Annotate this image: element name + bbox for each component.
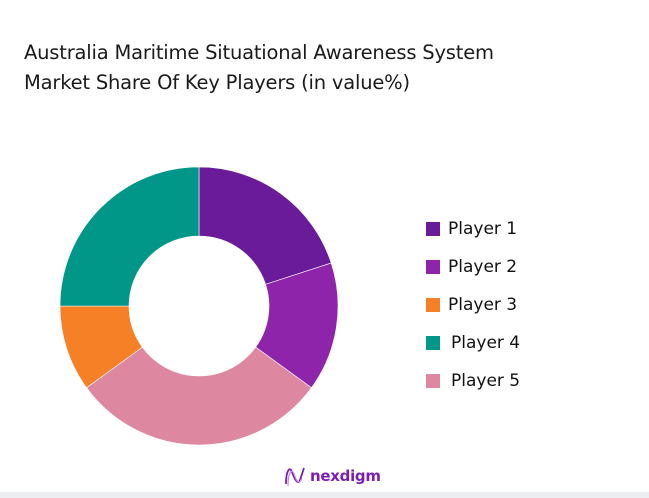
legend-item-player-3[interactable]: Player 3: [426, 294, 517, 316]
legend-label: Player 1: [448, 219, 518, 239]
legend-label: Player 3: [448, 295, 518, 315]
legend-item-player-5[interactable]: Player 5: [426, 370, 520, 392]
logo-text: nexdigm: [310, 467, 381, 485]
legend-swatch-icon: [426, 298, 440, 312]
donut-slice-player-5[interactable]: [86, 346, 312, 446]
nexdigm-wave-icon: [285, 467, 305, 487]
nexdigm-logo: nexdigm: [284, 464, 381, 488]
legend-label: Player 2: [448, 257, 518, 277]
legend-item-player-1[interactable]: Player 1: [426, 218, 517, 240]
legend-item-player-4[interactable]: Player 4: [426, 332, 520, 354]
legend-swatch-icon: [426, 222, 440, 236]
donut-slice-player-4[interactable]: [59, 166, 200, 307]
chart-title: Australia Maritime Situational Awareness…: [24, 38, 494, 98]
legend-item-player-2[interactable]: Player 2: [426, 256, 517, 278]
bottom-strip: [0, 492, 649, 498]
legend-swatch-icon: [426, 336, 440, 350]
legend-label: Player 5: [451, 371, 521, 391]
legend-label: Player 4: [451, 333, 521, 353]
donut-slice-player-1[interactable]: [198, 166, 332, 285]
legend-swatch-icon: [426, 260, 440, 274]
chart-title-line-1: Australia Maritime Situational Awareness…: [24, 41, 494, 64]
chart-title-line-2: Market Share Of Key Players (in value%): [24, 71, 410, 94]
legend-swatch-icon: [426, 374, 440, 388]
